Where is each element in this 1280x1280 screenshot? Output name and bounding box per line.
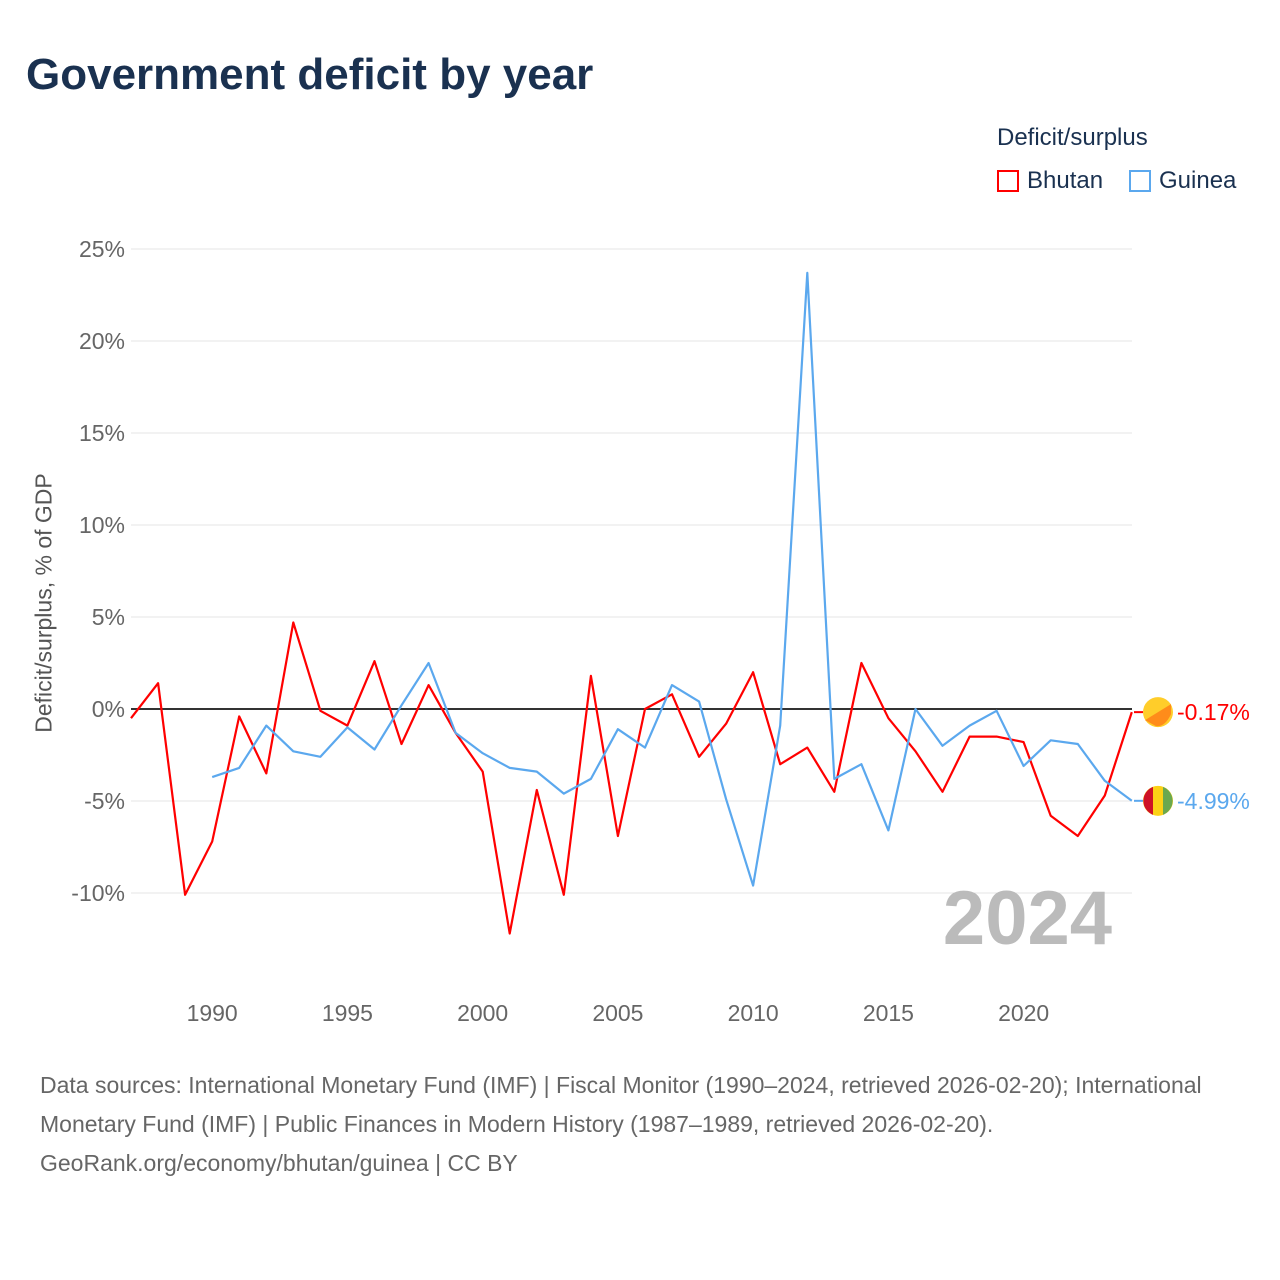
end-value-label: -0.17% <box>1177 699 1250 725</box>
chart-title: Government deficit by year <box>26 50 594 99</box>
x-tick-label: 1990 <box>187 1000 238 1026</box>
bhutan-flag-half <box>1145 704 1171 727</box>
x-tick-label: 2015 <box>863 1000 914 1026</box>
year-watermark: 2024 <box>943 876 1112 961</box>
series-line-bhutan <box>130 621 1133 935</box>
legend-item-guinea[interactable]: Guinea <box>1129 167 1236 195</box>
legend-swatch <box>997 170 1019 192</box>
x-tick-label: 2010 <box>728 1000 779 1026</box>
y-tick-label: 5% <box>92 604 125 630</box>
y-tick-label: -5% <box>84 788 125 814</box>
legend-label: Bhutan <box>1027 167 1104 194</box>
plot-area: -10% -5% 0% 5% 10% 15% 20% 25% 1990 1995 2000 2005 2… <box>71 236 1250 1026</box>
legend-swatch <box>1129 170 1151 192</box>
end-value-label: -4.99% <box>1177 788 1250 814</box>
series-line-guinea <box>211 271 1133 887</box>
attribution-link[interactable]: GeoRank.org/economy/bhutan/guinea | CC B… <box>40 1150 518 1176</box>
guinea-flag-green <box>1163 786 1173 815</box>
y-tick-label: 0% <box>92 696 125 722</box>
y-tick-label: 25% <box>79 236 125 262</box>
y-tick-label: 15% <box>79 420 125 446</box>
x-tick-label: 1995 <box>322 1000 373 1026</box>
y-tick-label: 20% <box>79 328 125 354</box>
x-tick-label: 2020 <box>998 1000 1049 1026</box>
guinea-flag-red <box>1143 786 1153 815</box>
legend-item-bhutan[interactable]: Bhutan <box>997 167 1103 195</box>
y-tick-label: 10% <box>79 512 125 538</box>
y-tick-label: -10% <box>71 880 125 906</box>
data-sources-text: Data sources: International Monetary Fun… <box>40 1072 1202 1137</box>
x-tick-label: 2000 <box>457 1000 508 1026</box>
legend-label: Guinea <box>1159 167 1237 194</box>
x-tick-label: 2005 <box>592 1000 643 1026</box>
sources: Data sources: International Monetary Fun… <box>40 1066 1240 1183</box>
legend-title: Deficit/surplus <box>997 124 1148 151</box>
